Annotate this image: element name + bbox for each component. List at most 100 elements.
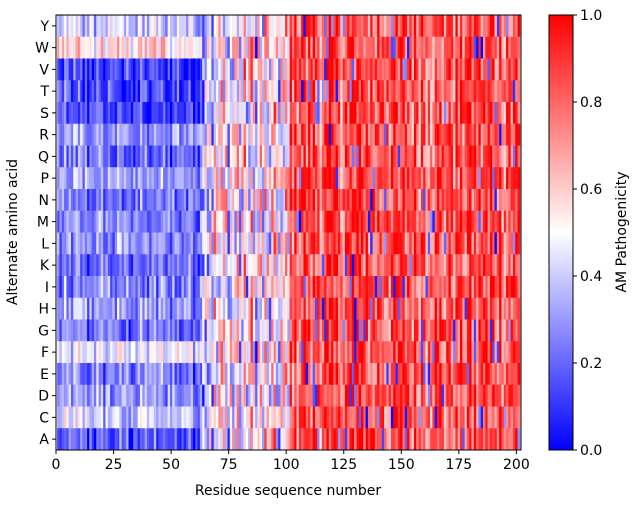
heatmap-cell [248, 123, 251, 146]
heatmap-cell [457, 254, 461, 277]
heatmap-cell [379, 363, 383, 386]
heatmap-cell [367, 297, 371, 320]
heatmap-cell [259, 58, 263, 81]
heatmap-cell [275, 276, 279, 299]
heatmap-cell [402, 80, 406, 103]
heatmap-cell [160, 210, 164, 233]
heatmap-cell [328, 319, 332, 342]
heatmap-cell [98, 167, 102, 190]
heatmap-cell [149, 406, 152, 429]
heatmap-cell [455, 384, 459, 407]
heatmap-cell [278, 210, 281, 233]
heatmap-cell [220, 363, 224, 386]
heatmap-cell [80, 384, 83, 407]
heatmap-cell [119, 341, 122, 364]
heatmap-cell [492, 80, 495, 103]
heatmap-cell [510, 363, 514, 386]
heatmap-cell [144, 319, 148, 342]
heatmap-cell [204, 406, 208, 429]
heatmap-cell [312, 167, 316, 190]
heatmap-cell [225, 406, 228, 429]
heatmap-cell [453, 319, 456, 342]
heatmap-cell [453, 210, 456, 233]
heatmap-cell [480, 36, 484, 59]
heatmap-cell [142, 363, 146, 386]
heatmap-cell [225, 341, 228, 364]
heatmap-cell [190, 341, 194, 364]
heatmap-cell [144, 232, 148, 255]
heatmap-cell [222, 145, 226, 168]
heatmap-cell [158, 297, 162, 320]
heatmap-cell [407, 428, 410, 451]
heatmap-cell [402, 36, 406, 59]
heatmap-cell [506, 80, 509, 103]
heatmap-cell [489, 58, 493, 81]
heatmap-cell [492, 428, 495, 451]
heatmap-cell [386, 210, 390, 233]
heatmap-cell [393, 80, 396, 103]
heatmap-cell [181, 297, 185, 320]
heatmap-cell [282, 80, 286, 103]
heatmap-cell [499, 123, 502, 146]
heatmap-cell [259, 189, 263, 212]
heatmap-cell [342, 428, 346, 451]
heatmap-cell [356, 102, 360, 125]
heatmap-cell [335, 319, 339, 342]
heatmap-cell [271, 232, 274, 255]
heatmap-cell [179, 123, 182, 146]
heatmap-cell [420, 36, 424, 59]
heatmap-cell [123, 384, 127, 407]
heatmap-cell [342, 254, 346, 277]
heatmap-cell [206, 297, 210, 320]
heatmap-cell [264, 145, 268, 168]
heatmap-cell [142, 15, 146, 38]
heatmap-cell [82, 319, 86, 342]
heatmap-cell [57, 254, 60, 277]
heatmap-cell [499, 210, 502, 233]
heatmap-cell [82, 80, 86, 103]
heatmap-cell [480, 210, 484, 233]
heatmap-cell [262, 15, 265, 38]
heatmap-cell [59, 276, 63, 299]
heatmap-cell [89, 254, 93, 277]
heatmap-cell [312, 341, 316, 364]
heatmap-cell [404, 15, 408, 38]
heatmap-cell [420, 428, 424, 451]
heatmap-cell [142, 384, 146, 407]
heatmap-cell [296, 145, 300, 168]
heatmap-cell [427, 36, 431, 59]
heatmap-cell [117, 36, 120, 59]
heatmap-cell [287, 167, 291, 190]
heatmap-cell [413, 406, 417, 429]
heatmap-cell [413, 36, 417, 59]
heatmap-cell [372, 276, 376, 299]
heatmap-cell [133, 384, 136, 407]
heatmap-cell [411, 341, 415, 364]
heatmap-cell [512, 80, 516, 103]
heatmap-cell [229, 363, 233, 386]
heatmap-cell [241, 232, 245, 255]
heatmap-cell [68, 276, 72, 299]
heatmap-cell [453, 254, 456, 277]
heatmap-cell [163, 297, 166, 320]
heatmap-cell [301, 189, 304, 212]
heatmap-cell [386, 102, 390, 125]
heatmap-cell [485, 102, 489, 125]
heatmap-cell [80, 102, 83, 125]
heatmap-cell [262, 210, 265, 233]
heatmap-cell [248, 36, 251, 59]
heatmap-cell [503, 384, 507, 407]
heatmap-cell [393, 384, 396, 407]
heatmap-cell [163, 406, 166, 429]
heatmap-cell [114, 102, 118, 125]
heatmap-cell [243, 58, 247, 81]
heatmap-cell [96, 276, 99, 299]
heatmap-cell [130, 189, 134, 212]
heatmap-cell [268, 232, 272, 255]
heatmap-cell [326, 167, 330, 190]
heatmap-cell [176, 384, 180, 407]
heatmap-cell [142, 36, 146, 59]
heatmap-cell [172, 15, 175, 38]
heatmap-cell [464, 15, 468, 38]
heatmap-cell [174, 210, 178, 233]
